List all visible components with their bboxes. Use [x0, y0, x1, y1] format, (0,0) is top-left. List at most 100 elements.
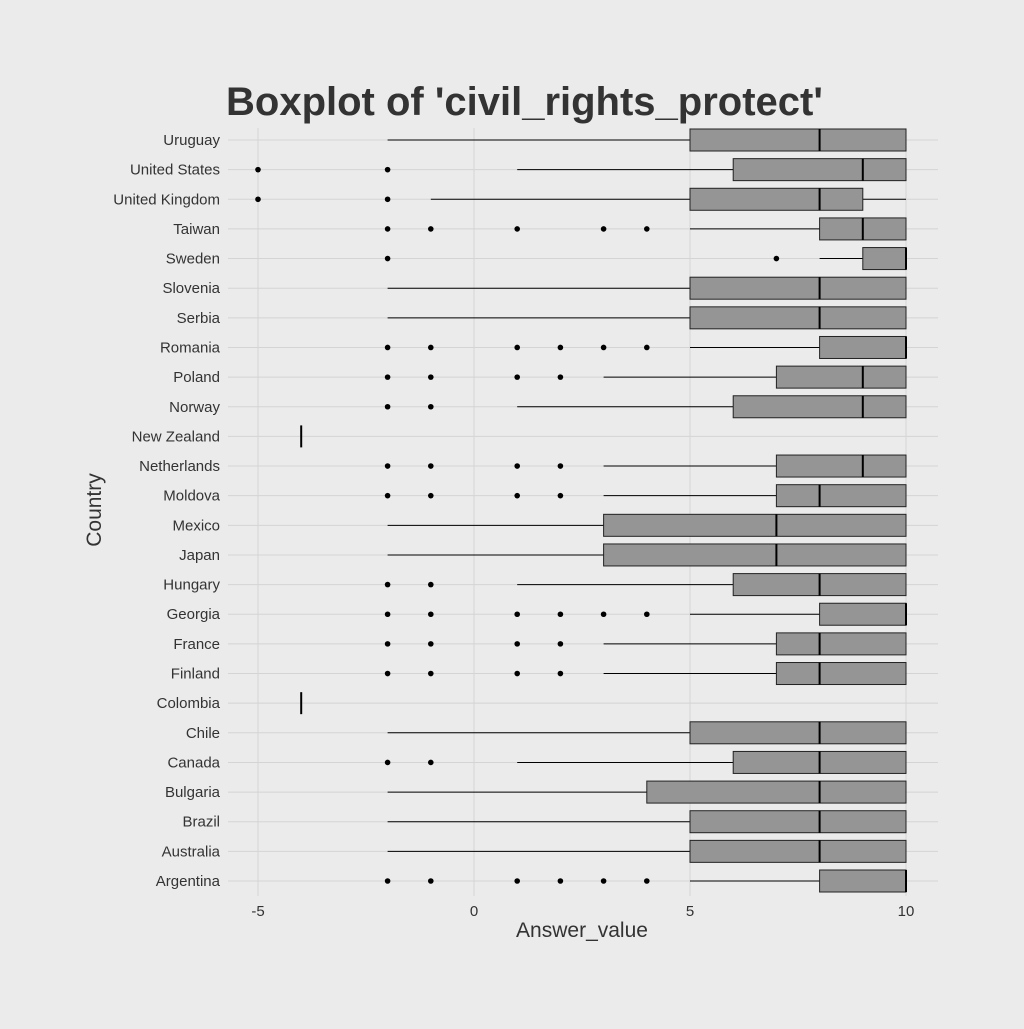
outlier-point — [514, 463, 520, 469]
box-argentina — [384, 869, 907, 893]
box-iqr — [819, 869, 907, 893]
box-iqr — [689, 276, 907, 300]
outlier-point — [428, 374, 434, 380]
outlier-point — [384, 374, 391, 380]
y-tick-label: Japan — [179, 547, 220, 564]
outlier-point — [557, 878, 564, 884]
outlier-point — [384, 463, 391, 469]
y-tick-label: Colombia — [157, 695, 221, 712]
outlier-point — [644, 878, 650, 884]
outlier-point — [255, 196, 261, 203]
box-iqr — [775, 454, 907, 478]
box-australia — [387, 839, 907, 863]
outlier-point — [384, 492, 391, 499]
outlier-point — [428, 611, 434, 618]
box-iqr — [775, 662, 907, 686]
outlier-point — [384, 759, 391, 766]
box-netherlands — [384, 454, 907, 478]
outlier-point — [514, 492, 520, 499]
tick-layer: -5 0 5 10 Argentina Australia Brazil Bulgaria Ca… — [113, 132, 914, 920]
box-chile — [387, 721, 907, 745]
box-iqr — [819, 602, 907, 626]
box-iqr — [689, 128, 907, 152]
box-france — [384, 632, 907, 656]
outlier-point — [557, 641, 564, 647]
y-tick-label: Finland — [171, 666, 220, 683]
outlier-point — [384, 166, 391, 173]
box-iqr — [775, 484, 907, 508]
outlier-point — [428, 878, 434, 884]
outlier-point — [644, 226, 650, 232]
outlier-point — [557, 611, 564, 618]
outlier-point — [514, 226, 520, 232]
outlier-point — [557, 374, 564, 380]
outlier-point — [428, 670, 434, 677]
y-tick-label: Mexico — [172, 517, 220, 534]
outlier-point — [428, 463, 434, 469]
outlier-point — [600, 878, 607, 884]
box-iqr — [646, 780, 907, 804]
box-iqr — [689, 839, 907, 863]
outlier-point — [428, 759, 434, 766]
y-tick-label: Taiwan — [173, 221, 220, 238]
y-tick-label: Canada — [167, 754, 220, 771]
box-iqr — [603, 513, 907, 537]
chart-title: Boxplot of 'civil_rights_protect' — [226, 80, 823, 124]
box-slovenia — [387, 276, 907, 300]
outlier-point — [428, 226, 434, 232]
y-tick-label: United Kingdom — [113, 191, 220, 208]
box-iqr — [689, 187, 864, 211]
outlier-point — [428, 403, 434, 410]
y-tick-label: Hungary — [163, 577, 220, 594]
outlier-point — [644, 344, 650, 351]
box-moldova — [384, 484, 907, 508]
box-sweden — [384, 247, 907, 271]
outlier-point — [514, 611, 520, 618]
y-tick-label: Netherlands — [139, 458, 220, 475]
y-tick-label: Romania — [160, 339, 221, 356]
y-tick-label: Moldova — [163, 488, 220, 505]
y-tick-label: Bulgaria — [165, 784, 221, 801]
outlier-point — [600, 344, 607, 351]
box-taiwan — [384, 217, 907, 241]
outlier-point — [428, 581, 434, 588]
outlier-point — [384, 641, 391, 647]
y-tick-label: New Zealand — [132, 428, 220, 445]
box-iqr — [862, 247, 907, 271]
y-tick-label: Australia — [162, 843, 221, 860]
outlier-point — [557, 344, 564, 351]
box-georgia — [384, 602, 907, 626]
outlier-point — [255, 166, 261, 173]
box-iqr — [689, 810, 907, 834]
outlier-point — [384, 196, 391, 203]
box-canada — [384, 750, 907, 774]
outlier-point — [514, 374, 520, 380]
x-tick-label: 0 — [470, 903, 478, 920]
outlier-point — [428, 492, 434, 499]
y-tick-label: United States — [130, 162, 220, 179]
box-hungary — [384, 573, 907, 597]
box-finland — [384, 662, 907, 686]
box-iqr — [689, 306, 907, 330]
y-axis-label: Country — [83, 473, 106, 547]
outlier-point — [384, 878, 391, 884]
box-brazil — [387, 810, 907, 834]
y-tick-label: Brazil — [182, 814, 220, 831]
x-tick-label: 10 — [898, 903, 915, 920]
box-united-states — [255, 158, 907, 182]
outlier-point — [557, 463, 564, 469]
y-tick-label: Argentina — [156, 873, 221, 890]
y-tick-label: Chile — [186, 725, 220, 742]
y-tick-label: France — [173, 636, 220, 653]
y-tick-label: Georgia — [167, 606, 221, 623]
box-iqr — [603, 543, 907, 567]
y-tick-label: Serbia — [177, 310, 221, 327]
box-layer — [255, 128, 907, 893]
outlier-point — [600, 226, 607, 232]
x-axis-label: Answer_value — [516, 919, 648, 942]
box-united-kingdom — [255, 187, 906, 211]
outlier-point — [557, 670, 564, 677]
box-uruguay — [387, 128, 907, 152]
